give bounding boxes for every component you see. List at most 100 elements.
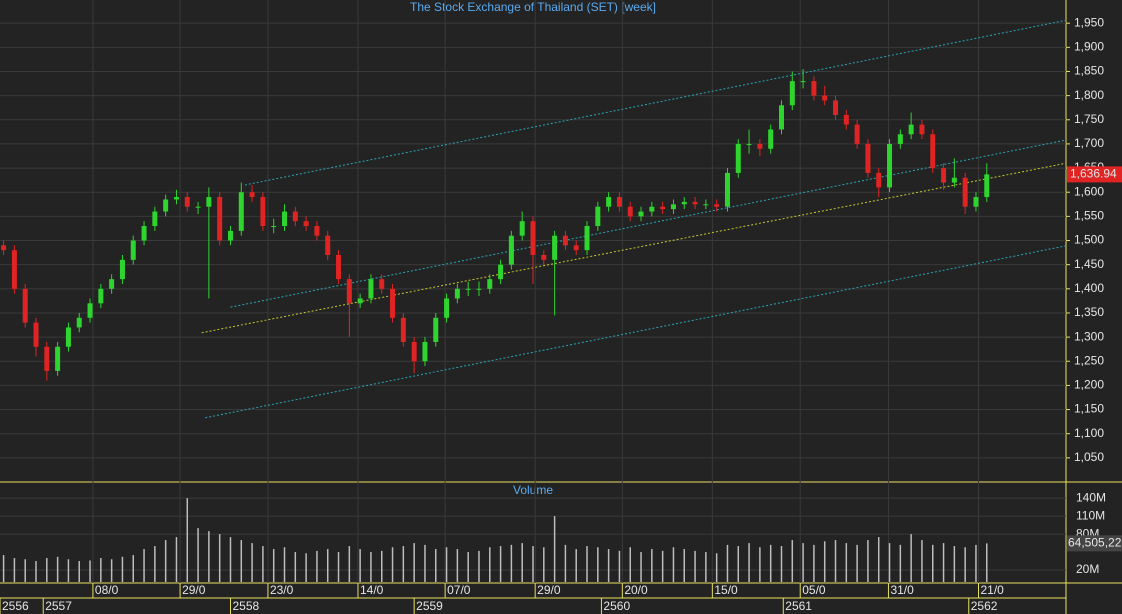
x-tick-label: 29/0 — [182, 583, 206, 597]
candle-body — [130, 240, 136, 260]
candle-body — [789, 81, 795, 106]
candle-body — [195, 206, 201, 208]
year-label: 2559 — [416, 599, 443, 613]
candle-body — [984, 174, 990, 198]
candle-body — [606, 197, 612, 207]
candle-body — [227, 230, 233, 241]
candle-body — [119, 259, 125, 280]
candle-body — [800, 81, 806, 83]
candle-body — [595, 206, 601, 227]
candle-body — [681, 201, 687, 205]
y-tick-label: 1,100 — [1074, 426, 1104, 440]
candle-body — [346, 279, 352, 304]
year-label: 2562 — [971, 599, 998, 613]
y-tick-label: 1,200 — [1074, 378, 1104, 392]
candle-body — [173, 197, 179, 200]
candle-body — [919, 124, 925, 135]
candle-body — [465, 288, 471, 290]
y-tick-label: 1,550 — [1074, 209, 1104, 223]
y-tick-label: 1,350 — [1074, 305, 1104, 319]
candle-body — [400, 317, 406, 342]
candle-body — [65, 327, 71, 347]
candle-body — [951, 177, 957, 183]
candle-body — [638, 211, 644, 217]
candle-body — [76, 317, 82, 328]
candle-body — [735, 143, 741, 173]
candle-body — [833, 100, 839, 115]
candle-body — [98, 288, 104, 304]
candle-body — [584, 226, 590, 251]
candle-body — [11, 250, 17, 289]
candle-body — [87, 303, 93, 318]
year-label: 2558 — [232, 599, 259, 613]
candle-body — [627, 206, 633, 217]
y-tick-label: 1,150 — [1074, 402, 1104, 416]
y-tick-label: 1,900 — [1074, 40, 1104, 54]
candle-body — [282, 211, 288, 227]
candle-body — [897, 134, 903, 144]
y-tick-label: 1,600 — [1074, 184, 1104, 198]
candle-body — [390, 288, 396, 318]
y-tick-label: 1,400 — [1074, 281, 1104, 295]
x-tick-label: 15/0 — [714, 583, 738, 597]
last-volume-label: 64,505,22 — [1068, 536, 1122, 550]
y-tick-label: 1,950 — [1074, 15, 1104, 29]
x-tick-label: 14/0 — [360, 583, 384, 597]
candle-body — [368, 279, 374, 299]
y-tick-label: 1,500 — [1074, 233, 1104, 247]
y-tick-label: 1,450 — [1074, 257, 1104, 271]
candle-body — [562, 235, 568, 246]
candle-body — [930, 134, 936, 169]
candle-body — [714, 204, 720, 207]
trend-line — [244, 19, 1067, 186]
candle-body — [422, 341, 428, 362]
candle-body — [271, 226, 277, 228]
candle-body — [541, 255, 547, 260]
last-price-box — [1067, 166, 1122, 183]
year-label: 2561 — [785, 599, 812, 613]
candle-body — [444, 298, 450, 318]
candle-body — [768, 129, 774, 149]
last-volume-box — [1067, 535, 1122, 552]
x-tick-label: 07/0 — [447, 583, 471, 597]
candle-body — [887, 143, 893, 188]
candle-body — [876, 172, 882, 188]
x-tick-label: 21/0 — [980, 583, 1004, 597]
year-label: 2560 — [603, 599, 630, 613]
trend-line — [201, 162, 1067, 334]
x-tick-label: 08/0 — [95, 583, 119, 597]
x-tick-label: 29/0 — [537, 583, 561, 597]
candle-body — [519, 221, 525, 236]
candle-body — [454, 288, 460, 299]
candle-body — [962, 177, 968, 207]
candle-body — [703, 204, 709, 206]
candle-body — [778, 105, 784, 130]
candle-body — [530, 221, 536, 256]
candle-body — [649, 206, 655, 212]
candle-body — [336, 255, 342, 280]
candle-body — [670, 204, 676, 210]
y-tick-label: 110M — [1076, 508, 1105, 522]
candle-body — [44, 346, 50, 371]
y-tick-label: 1,250 — [1074, 353, 1104, 367]
candle-body — [314, 226, 320, 236]
candle-body — [184, 197, 190, 207]
candle-body — [757, 143, 763, 149]
y-tick-label: 1,850 — [1074, 64, 1104, 78]
last-price-label: 1,636.94 — [1070, 167, 1117, 181]
candle-body — [616, 197, 622, 207]
candle-body — [152, 211, 158, 227]
candle-body — [206, 197, 212, 207]
candle-body — [109, 279, 115, 289]
y-tick-label: 20M — [1076, 562, 1099, 576]
candle-body — [973, 197, 979, 207]
x-tick-label: 23/0 — [270, 583, 294, 597]
candle-body — [163, 199, 169, 212]
candle-body — [292, 211, 298, 222]
y-tick-label: 1,750 — [1074, 112, 1104, 126]
x-tick-label: 31/0 — [890, 583, 914, 597]
candle-body — [746, 143, 752, 145]
chart-title: The Stock Exchange of Thailand (SET) [we… — [410, 0, 656, 14]
candle-body — [508, 235, 514, 265]
